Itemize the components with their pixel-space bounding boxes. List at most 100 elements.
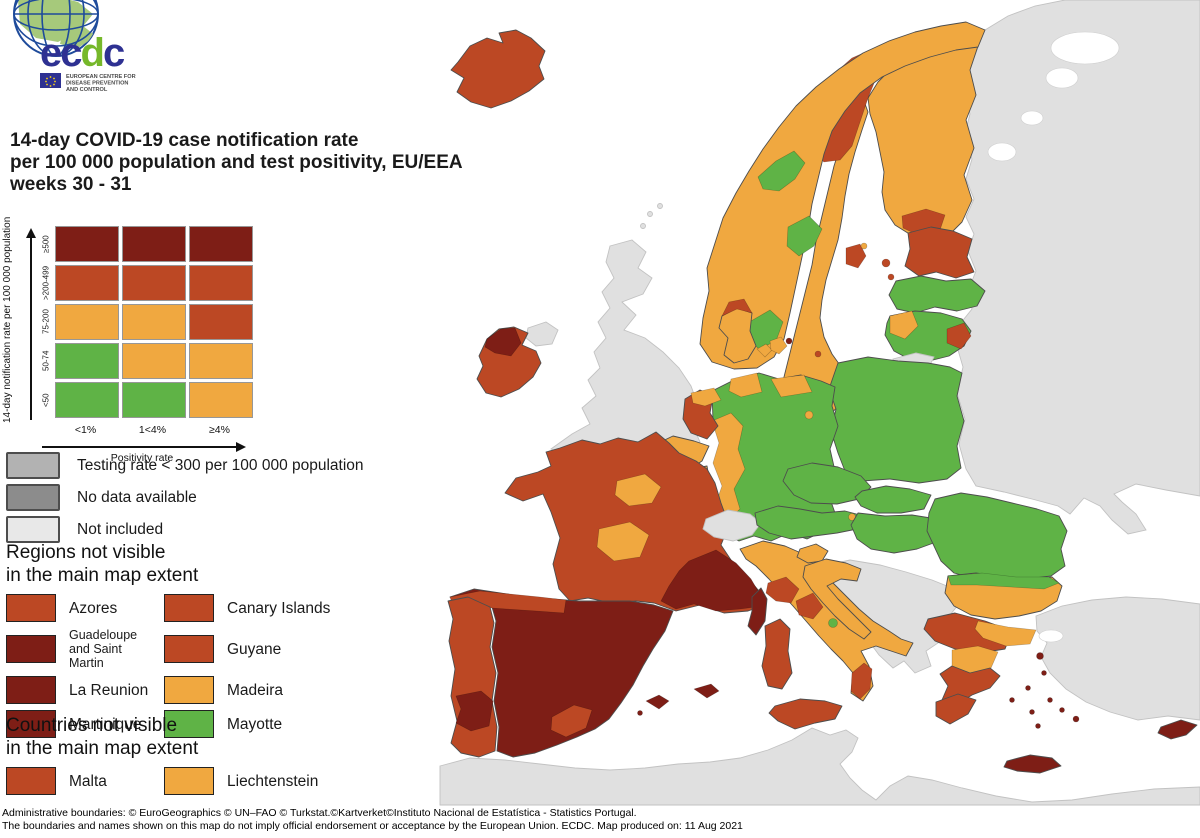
footer-line-1: Administrative boundaries: © EuroGeograp… <box>2 807 637 819</box>
map-region-balearics <box>637 683 720 716</box>
map-region-france-southeast <box>660 549 764 612</box>
matrix-cell <box>55 265 119 301</box>
map-region-lithuania-west <box>889 310 919 340</box>
matrix-cell <box>189 226 253 262</box>
map-region-norway-inland <box>786 215 823 257</box>
map-region-bulgaria-north <box>947 572 1060 590</box>
map-region-lithuania-east <box>946 322 972 350</box>
matrix-cell <box>189 382 253 418</box>
map-region-norway <box>699 21 986 370</box>
map-region-corsica <box>747 587 768 636</box>
map-region-sardinia <box>761 618 793 690</box>
not-included-label: Not included <box>77 520 164 538</box>
matrix-row-label: 75-200 <box>41 309 51 335</box>
legend-item-testing-rate: Testing rate < 300 per 100 000 populatio… <box>6 452 406 479</box>
legend-item-martinique: Martinique <box>6 710 164 738</box>
matrix-legend: 14-day notification rate per 100 000 pop… <box>2 217 286 464</box>
map-region-denmark-north <box>721 298 753 317</box>
no-data-label: No data available <box>77 488 197 506</box>
map-region-cyprus <box>1157 719 1198 740</box>
map-region-france-paris <box>614 473 662 507</box>
svg-text:DISEASE PREVENTION: DISEASE PREVENTION <box>66 81 128 87</box>
testing-rate-swatch <box>6 452 60 479</box>
map-region-germany-north1 <box>728 372 763 398</box>
testing-rate-label: Testing rate < 300 per 100 000 populatio… <box>77 456 364 474</box>
sea-of-marmara <box>1038 629 1064 643</box>
matrix-x-axis-arrow <box>42 442 246 452</box>
matrix-row-label: ≥500 <box>41 235 51 253</box>
footer-attribution: Administrative boundaries: © EuroGeograp… <box>2 807 1198 832</box>
map-region-norway-trondelag <box>757 150 806 192</box>
footer-line-2: The boundaries and names shown on this m… <box>2 819 743 832</box>
map-region-crete <box>1003 754 1062 774</box>
map-region-spain <box>449 588 674 758</box>
map-region-switzerland <box>702 509 762 542</box>
matrix-cell <box>189 265 253 301</box>
matrix-y-axis-arrow <box>26 228 36 420</box>
not-included-swatch <box>6 516 60 543</box>
countries-not-visible-block: Countries not visible in the main map ex… <box>6 714 406 795</box>
map-title: 14-day COVID-19 case notification rate p… <box>10 130 480 196</box>
matrix-cell <box>55 304 119 340</box>
map-region-italy-central <box>795 592 824 620</box>
legend-item-guadeloupe: Guadeloupe and Saint Martin <box>6 628 164 670</box>
globe-icon <box>13 0 99 57</box>
legend-item-no-data: No data available <box>6 484 406 511</box>
matrix-cell <box>55 226 119 262</box>
map-region-italy-calabria <box>850 662 873 700</box>
map-region-estonia-islands <box>881 258 895 281</box>
matrix-grid: ≥500 >200-499 75-200 50-74 <50 <box>40 226 253 421</box>
ecdc-wordmark: ecdc <box>40 31 125 75</box>
map-region-denmark-copenhagen <box>785 337 793 345</box>
map-region-north-africa <box>439 727 1200 806</box>
map-region-aland <box>860 242 868 250</box>
title-line-1: 14-day COVID-19 case notification rate <box>10 130 359 151</box>
map-region-greece-thrace <box>974 620 1037 647</box>
map-region-italy-tuscany <box>765 576 800 604</box>
map-region-greece-peloponnese <box>935 693 977 725</box>
map-region-portugal-south <box>455 690 494 732</box>
matrix-cell <box>55 382 119 418</box>
legend-item-liechtenstein: Liechtenstein <box>164 767 406 795</box>
regions-heading: Regions not visible in the main map exte… <box>6 542 199 586</box>
ecdc-logo: ecdc EUROPEAN CENTRE FOR DISEASE PREVENT… <box>13 0 136 93</box>
eu-flag-icon <box>40 73 61 88</box>
svg-text:EUROPEAN CENTRE FOR: EUROPEAN CENTRE FOR <box>66 74 136 80</box>
svg-text:AND CONTROL: AND CONTROL <box>66 87 108 93</box>
matrix-cell <box>189 343 253 379</box>
map-region-hungary <box>850 512 950 554</box>
countries-heading: Countries not visible in the main map ex… <box>6 715 199 759</box>
matrix-cell <box>122 343 186 379</box>
map-region-romania <box>926 492 1068 580</box>
map-region-sweden-stockholm <box>845 243 867 269</box>
map-region-turkey <box>1035 596 1200 721</box>
legend-item-madeira: Madeira <box>164 676 406 704</box>
status-legend: Testing rate < 300 per 100 000 populatio… <box>6 452 406 548</box>
matrix-cell <box>122 226 186 262</box>
map-region-spain-southeast <box>550 704 593 738</box>
title-line-2: per 100 000 population and test positivi… <box>10 152 463 173</box>
lake-ladoga <box>987 142 1017 162</box>
matrix-row-label: >200-499 <box>41 265 51 301</box>
matrix-cell <box>122 382 186 418</box>
legend-item-canary-islands: Canary Islands <box>164 594 406 622</box>
map-region-estonia <box>904 226 975 279</box>
map-region-slovakia <box>854 485 932 514</box>
map-region-bornholm <box>814 350 822 358</box>
matrix-row-label: 50-74 <box>41 350 51 372</box>
matrix-column-labels: <1% 1<4% ≥4% <box>74 424 230 436</box>
map-region-uk <box>550 239 701 469</box>
legend-item-malta: Malta <box>6 767 164 795</box>
map-region-croatia <box>802 558 872 640</box>
legend-item-la-reunion: La Reunion <box>6 676 164 704</box>
map-region-portugal <box>447 596 498 758</box>
matrix-row-label: <50 <box>41 393 51 407</box>
map-region-ireland-northwest <box>484 327 522 357</box>
map-region-germany-berlin <box>804 410 814 420</box>
map-region-sicily <box>768 698 843 730</box>
white-sea <box>1050 31 1120 65</box>
map-region-netherlands-north <box>690 387 722 407</box>
legend-item-not-included: Not included <box>6 516 406 543</box>
map-region-iceland <box>450 29 546 109</box>
